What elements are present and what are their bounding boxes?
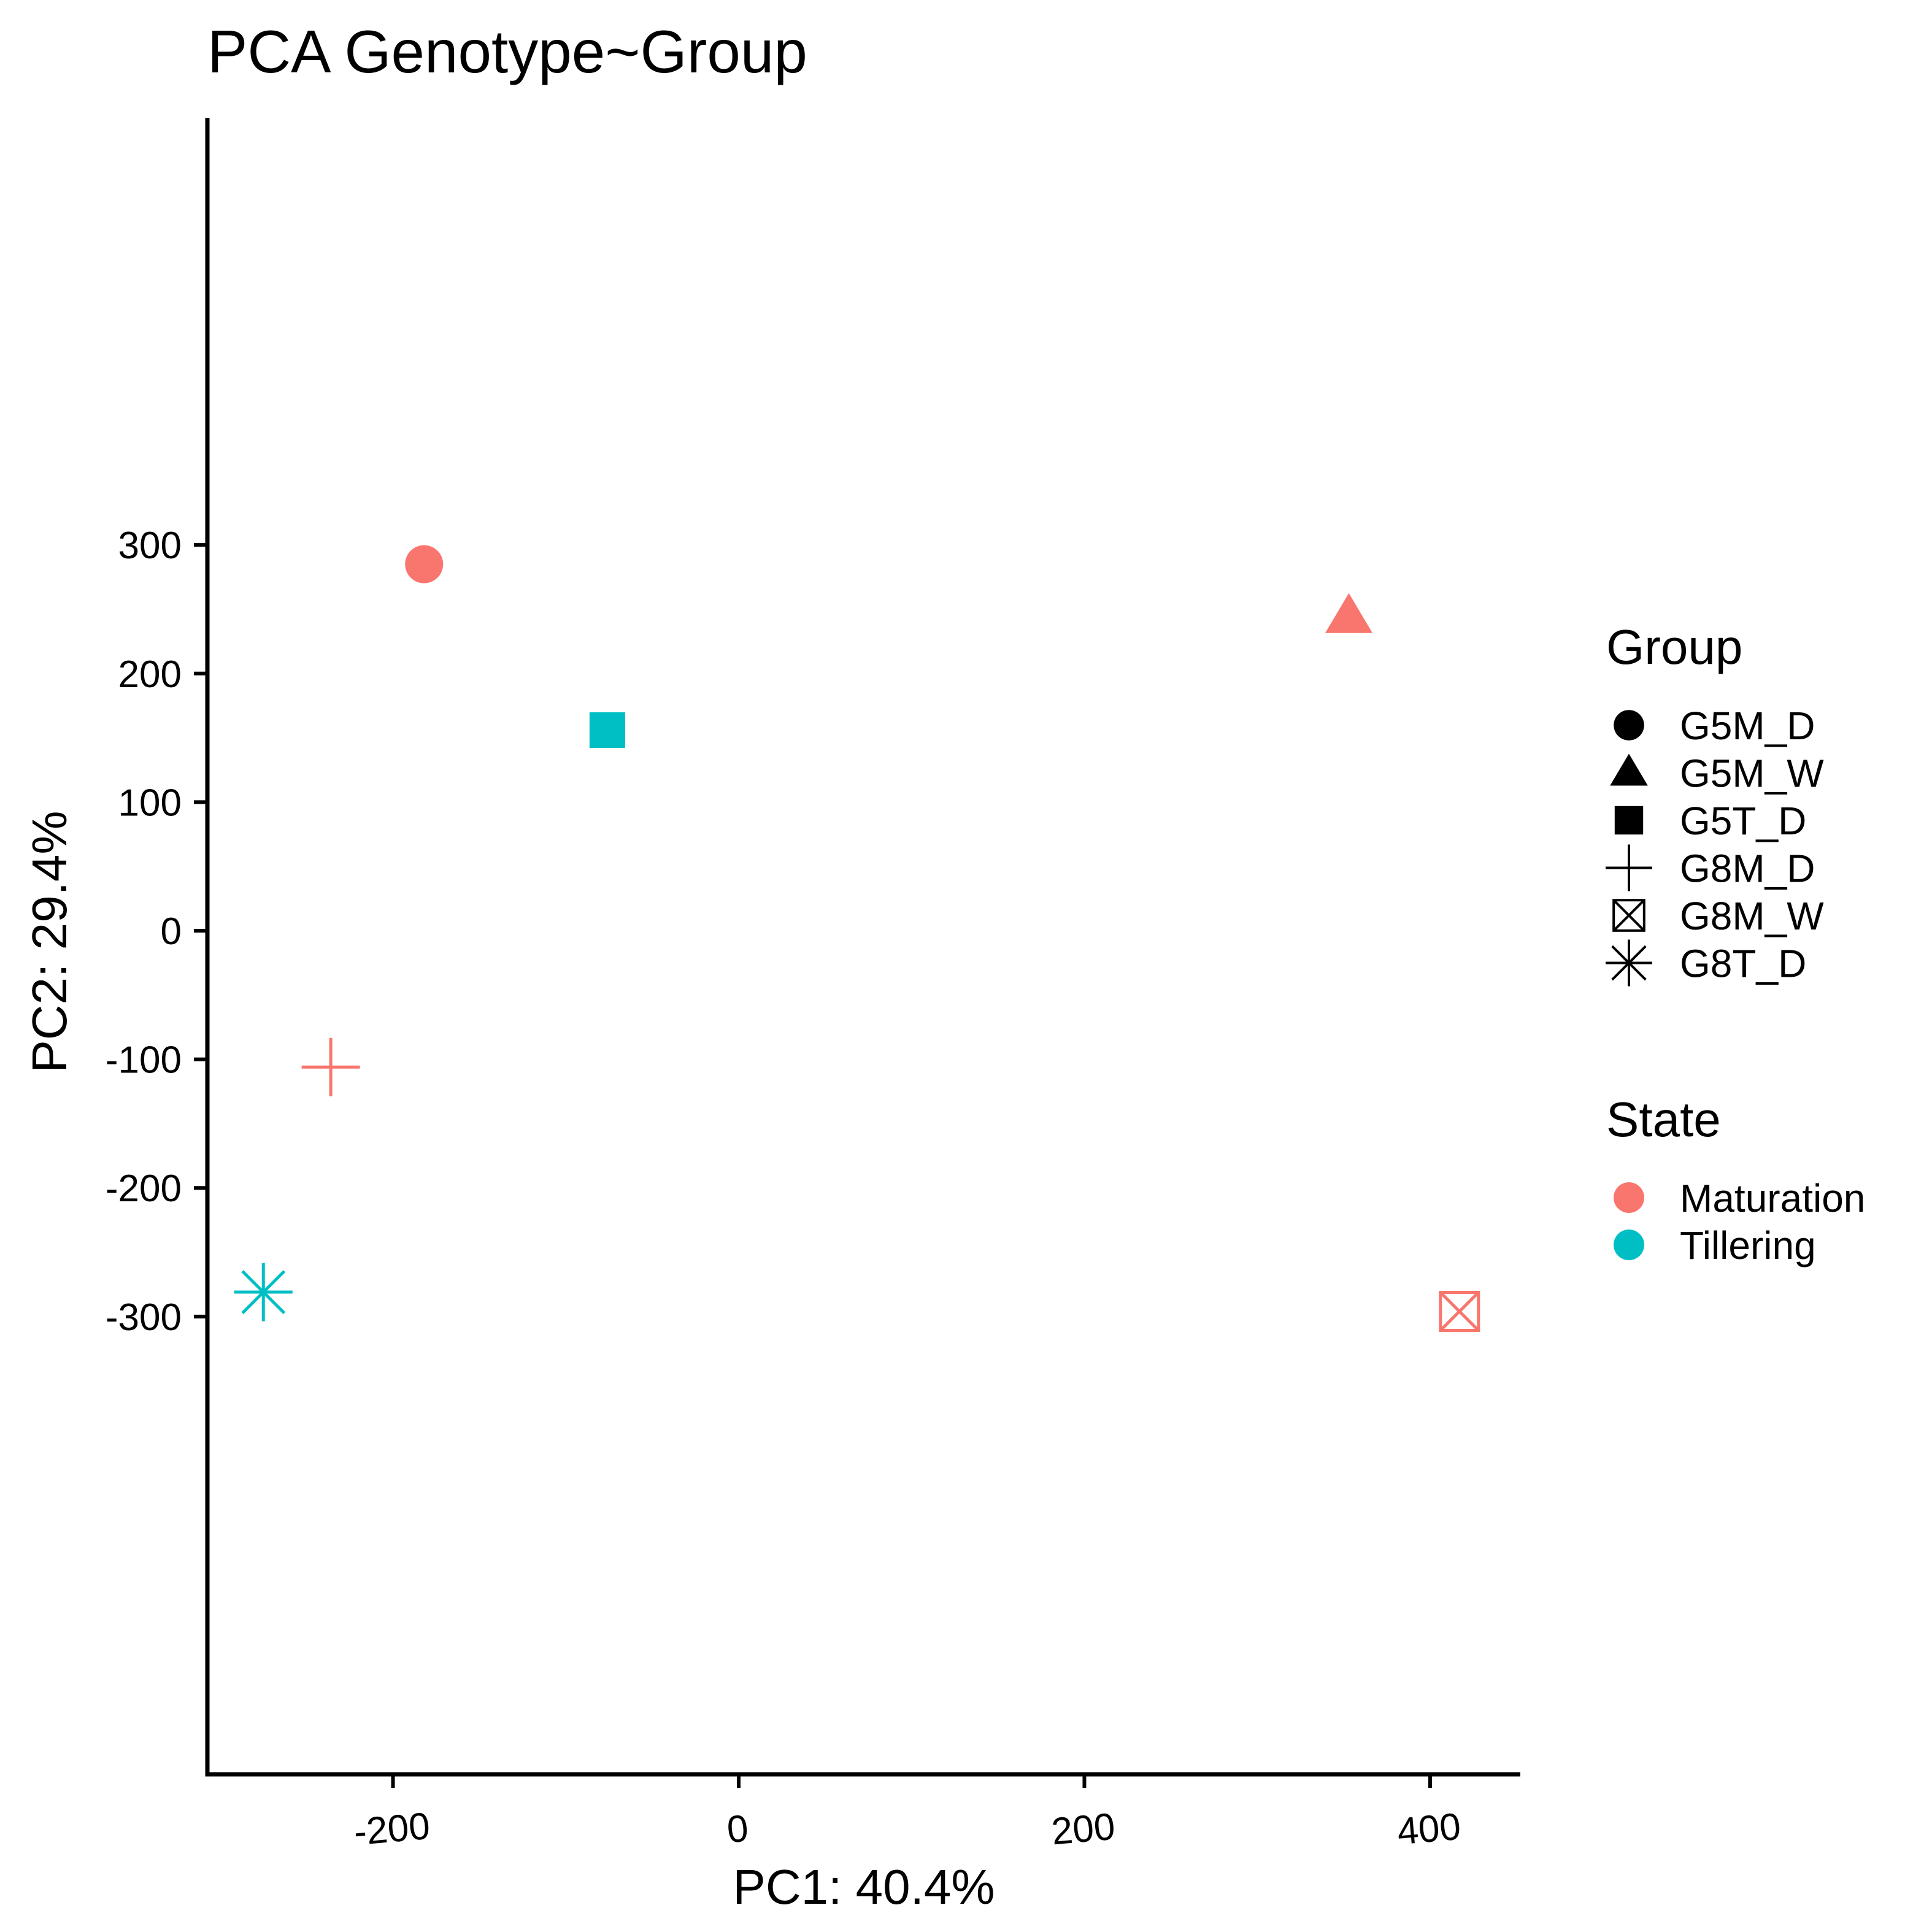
legend-entry: G5T_D — [1614, 799, 1806, 843]
y-tick-label: 300 — [118, 525, 182, 567]
chart-title: PCA Genotype~Group — [207, 18, 807, 85]
legend-entry-label: G5M_W — [1680, 752, 1824, 796]
legend-entry-label: G8T_D — [1680, 942, 1806, 986]
x-tick-label: 0 — [725, 1807, 750, 1852]
y-ticks: 300 200 100 0 -100 -200 -300 — [106, 525, 207, 1339]
x-ticks: -200 0 200 400 — [352, 1774, 1463, 1853]
legend-entry-label: G5M_D — [1680, 704, 1815, 748]
legend-entry: G8M_D — [1606, 844, 1815, 891]
y-tick-label: -200 — [106, 1168, 182, 1210]
legend-color-swatch — [1614, 1230, 1644, 1260]
y-tick-label: 100 — [118, 782, 182, 824]
y-tick-label: 200 — [118, 653, 182, 696]
data-point-g5t-d — [589, 712, 625, 748]
legend-entry-label: Maturation — [1680, 1176, 1865, 1220]
legend-entry-label: G8M_W — [1680, 894, 1824, 938]
y-tick-label: -300 — [106, 1296, 182, 1339]
y-tick-label: -100 — [106, 1039, 182, 1082]
x-tick-label: -200 — [352, 1805, 432, 1854]
legend-entry: G5M_W — [1610, 752, 1824, 796]
data-points — [234, 545, 1480, 1332]
data-point-g8m-w — [1439, 1290, 1480, 1332]
legend-entry: G8M_W — [1612, 894, 1824, 938]
legend-entry-label: G8M_D — [1680, 847, 1815, 891]
legend-entry: Maturation — [1614, 1176, 1865, 1220]
data-point-g8m-d — [301, 1037, 360, 1096]
legend-entry: G5M_D — [1614, 704, 1815, 748]
legend-title: Group — [1606, 620, 1742, 674]
x-tick-label: 200 — [1050, 1806, 1117, 1853]
x-axis-title: PC1: 40.4% — [733, 1860, 995, 1914]
legend-entry: Tillering — [1614, 1223, 1816, 1268]
legend-entry-label: Tillering — [1680, 1223, 1816, 1268]
legend-title: State — [1606, 1092, 1721, 1147]
legend-color-swatch — [1614, 1182, 1644, 1213]
y-axis-title: PC2: 29.4% — [22, 811, 77, 1073]
legend-entry: G8T_D — [1606, 939, 1806, 987]
data-point-g5m-d — [405, 545, 444, 583]
data-point-g5m-w — [1325, 593, 1373, 633]
y-tick-label: 0 — [161, 910, 182, 953]
legend-entry-label: G5T_D — [1680, 799, 1806, 843]
data-point-g8t-d — [234, 1263, 293, 1322]
x-tick-label: 400 — [1396, 1806, 1463, 1853]
